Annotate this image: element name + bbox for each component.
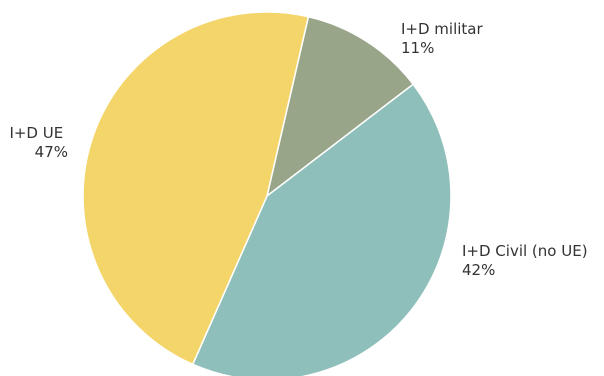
slice-label-civil-name: I+D Civil (no UE) bbox=[462, 242, 588, 260]
slice-label-eu: I+D UE 47% bbox=[9, 124, 68, 161]
slice-label-civil: I+D Civil (no UE) 42% bbox=[462, 242, 592, 279]
slice-label-eu-value: 47% bbox=[35, 143, 68, 161]
pie-slice-eu bbox=[82, 11, 310, 366]
slice-label-civil-value: 42% bbox=[462, 261, 495, 279]
slice-label-eu-name: I+D UE bbox=[9, 124, 63, 142]
slice-label-military-name: I+D militar bbox=[401, 20, 483, 38]
pie-slices bbox=[82, 11, 452, 376]
pie-slice-military bbox=[265, 15, 415, 198]
slice-label-military: I+D militar 11% bbox=[401, 20, 487, 57]
slice-label-military-value: 11% bbox=[401, 39, 434, 57]
pie-slice-civil bbox=[191, 83, 452, 376]
